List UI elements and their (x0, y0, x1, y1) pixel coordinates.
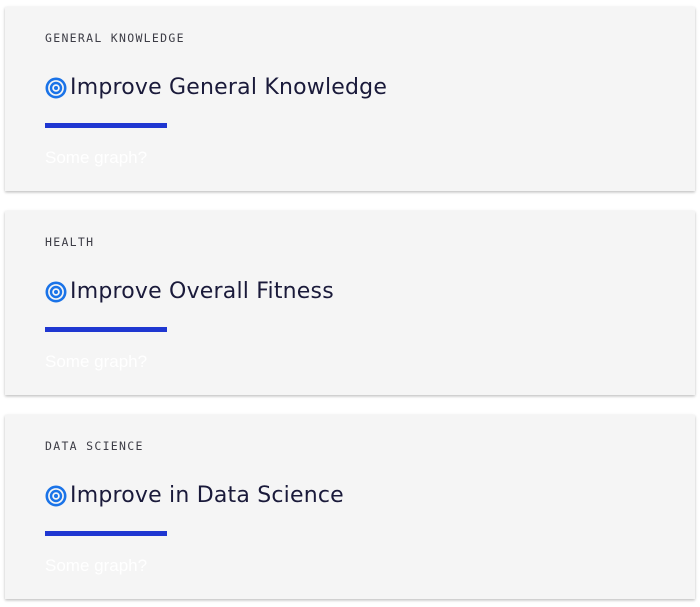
goal-accent-bar (45, 123, 167, 128)
goal-card-general-knowledge[interactable]: GENERAL KNOWLEDGE Improve General Knowle… (5, 7, 695, 191)
goal-title: Improve General Knowledge (70, 75, 388, 100)
goal-title: Improve in Data Science (70, 483, 344, 508)
goal-card-health[interactable]: HEALTH Improve Overall Fitness Some grap… (5, 211, 695, 395)
goal-title-row: Improve in Data Science (45, 481, 344, 511)
goal-category-label: DATA SCIENCE (45, 439, 144, 453)
graph-placeholder: Some graph? (45, 556, 148, 575)
goal-title-row: Improve General Knowledge (45, 73, 387, 103)
goal-category-label: GENERAL KNOWLEDGE (45, 31, 185, 45)
goal-accent-bar (45, 531, 167, 536)
graph-placeholder: Some graph? (45, 352, 148, 371)
graph-placeholder: Some graph? (45, 148, 148, 167)
goal-accent-bar (45, 327, 167, 332)
target-icon (45, 281, 67, 303)
goal-category-label: HEALTH (45, 235, 95, 249)
target-icon (45, 485, 67, 507)
target-icon (45, 77, 67, 99)
goal-card-data-science[interactable]: DATA SCIENCE Improve in Data Science Som… (5, 415, 695, 599)
goal-title-row: Improve Overall Fitness (45, 277, 334, 307)
goal-title: Improve Overall Fitness (70, 279, 334, 304)
